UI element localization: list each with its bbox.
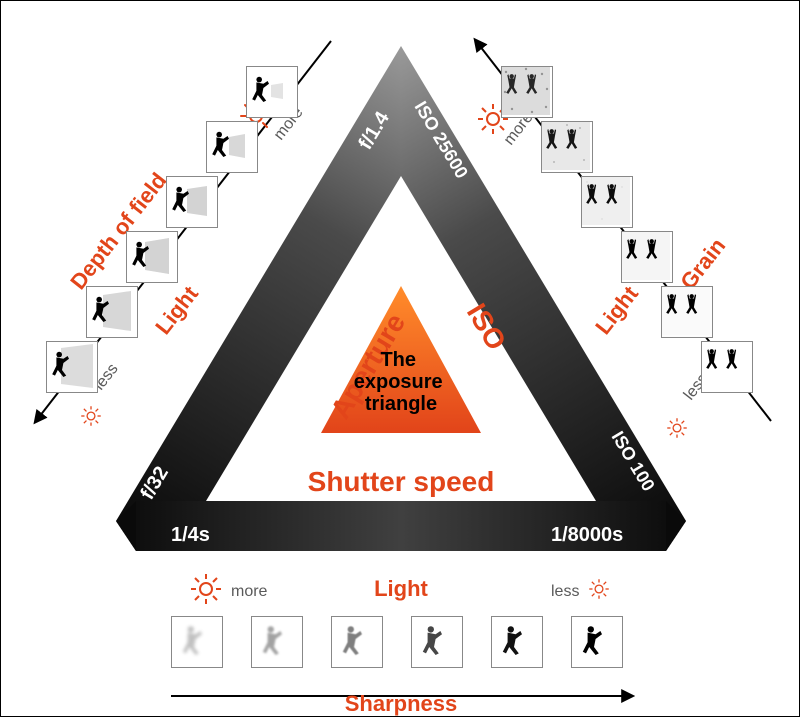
grain-icon-4 xyxy=(621,231,673,283)
dof-icon-4 xyxy=(166,176,218,228)
shutter-slow: 1/4s xyxy=(171,524,210,546)
dof-icon-3 xyxy=(126,231,178,283)
sun-icon xyxy=(81,406,101,426)
dof-icon-5 xyxy=(206,121,258,173)
sun-icon xyxy=(191,574,221,604)
light-left: Light xyxy=(150,281,203,339)
less-bottom: less xyxy=(551,583,579,600)
shutter-label: Shutter speed xyxy=(308,466,495,497)
light-right: Light xyxy=(590,281,643,339)
sharpness-icon-4 xyxy=(411,616,463,668)
sharpness-icon-1 xyxy=(171,616,223,668)
sharpness-icon-3 xyxy=(331,616,383,668)
dof-icon-2 xyxy=(86,286,138,338)
grain-icon-1 xyxy=(501,66,553,118)
sun-icon xyxy=(589,579,609,599)
dof-icon-1 xyxy=(46,341,98,393)
grain-icon-3 xyxy=(581,176,633,228)
sharpness-icon-5 xyxy=(491,616,543,668)
sharpness-icon-2 xyxy=(251,616,303,668)
shutter-fast: 1/8000s xyxy=(551,524,623,546)
sharpness-label: Sharpness xyxy=(345,691,458,716)
sun-icon xyxy=(667,418,687,438)
more-bottom: more xyxy=(231,583,268,600)
sharpness-icon-6 xyxy=(571,616,623,668)
grain-label: Grain xyxy=(675,233,730,294)
dof-icon-6 xyxy=(246,66,298,118)
grain-icon-6 xyxy=(701,341,753,393)
grain-icon-2 xyxy=(541,121,593,173)
light-bottom: Light xyxy=(374,576,428,601)
grain-icon-5 xyxy=(661,286,713,338)
